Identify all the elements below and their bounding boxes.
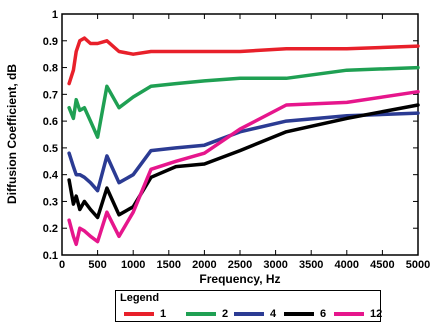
y-axis-ticks: 0.1 0.2 0.3 0.4 0.5 0.6 0.7 0.8 0.9 1 [43,9,418,262]
x-tick-label: 0 [59,259,65,271]
legend: Legend 1 2 4 6 12 [115,290,382,322]
y-tick-label: 0.5 [43,143,58,155]
legend-label: 4 [270,308,277,320]
y-tick-label: 0.4 [43,170,59,182]
legend-swatch [334,312,364,316]
legend-item-1: 1 [124,307,166,321]
legend-label: 1 [160,308,167,320]
series-line-6 [67,103,420,220]
y-tick-label: 0.2 [43,223,58,235]
legend-label: 2 [222,308,229,320]
x-tick-label: 2500 [228,259,252,271]
x-tick-label: 3000 [263,259,287,271]
y-tick-label: 0.8 [43,63,58,75]
x-tick-label: 1500 [157,259,181,271]
legend-item-12: 12 [334,307,382,321]
x-tick-label: 1000 [121,259,145,271]
series-line-1 [67,36,420,86]
series-line-12 [67,89,420,247]
x-tick-label: 3500 [299,259,323,271]
legend-title: Legend [120,292,160,304]
series-line-2 [67,65,420,139]
series-line-4 [67,111,420,193]
x-tick-label: 500 [88,259,106,271]
y-axis-label: Diffusion Coefficient, dB [5,64,19,204]
legend-label: 12 [370,308,383,320]
x-tick-label: 5000 [406,259,430,271]
legend-item-2: 2 [186,307,228,321]
legend-swatch [234,312,264,316]
legend-swatch [284,312,314,316]
legend-label: 6 [320,308,327,320]
legend-item-6: 6 [284,307,326,321]
y-tick-label: 0.1 [43,250,58,262]
x-tick-label: 4000 [335,259,359,271]
y-tick-label: 0.6 [43,116,58,128]
y-tick-label: 0.7 [43,89,58,101]
x-tick-label: 4500 [370,259,394,271]
y-tick-label: 0.9 [43,36,58,48]
y-tick-label: 1 [52,9,58,21]
x-axis-label: Frequency, Hz [199,272,280,286]
legend-swatch [124,312,154,316]
series-lines [67,36,420,247]
y-tick-label: 0.3 [43,196,58,208]
legend-item-4: 4 [234,307,276,321]
x-axis-ticks: 0 500 1000 1500 2000 2500 3000 3500 4000 4500 5000 [59,14,430,271]
x-tick-label: 2000 [192,259,216,271]
legend-swatch [186,312,216,316]
